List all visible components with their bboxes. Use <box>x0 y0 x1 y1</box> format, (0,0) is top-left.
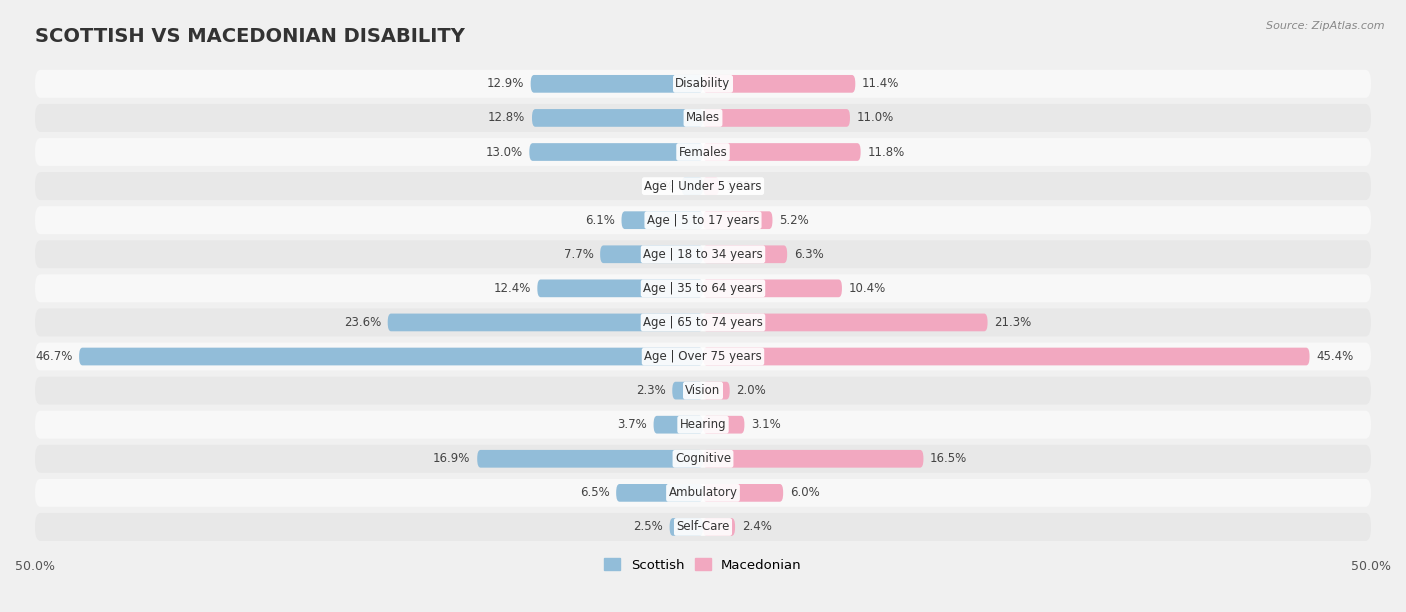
Legend: Scottish, Macedonian: Scottish, Macedonian <box>605 558 801 572</box>
Text: 11.8%: 11.8% <box>868 146 904 159</box>
Text: 16.5%: 16.5% <box>931 452 967 465</box>
FancyBboxPatch shape <box>703 245 787 263</box>
Text: 1.2%: 1.2% <box>725 179 755 193</box>
FancyBboxPatch shape <box>35 445 1371 472</box>
Text: Age | Under 5 years: Age | Under 5 years <box>644 179 762 193</box>
FancyBboxPatch shape <box>537 280 703 297</box>
Text: Age | 18 to 34 years: Age | 18 to 34 years <box>643 248 763 261</box>
FancyBboxPatch shape <box>530 75 703 92</box>
Text: Self-Care: Self-Care <box>676 520 730 534</box>
Text: Cognitive: Cognitive <box>675 452 731 465</box>
FancyBboxPatch shape <box>35 241 1371 268</box>
FancyBboxPatch shape <box>703 416 744 433</box>
FancyBboxPatch shape <box>35 104 1371 132</box>
Text: 11.0%: 11.0% <box>856 111 894 124</box>
Text: Ambulatory: Ambulatory <box>668 487 738 499</box>
Text: Age | 5 to 17 years: Age | 5 to 17 years <box>647 214 759 226</box>
FancyBboxPatch shape <box>703 484 783 502</box>
Text: Age | 65 to 74 years: Age | 65 to 74 years <box>643 316 763 329</box>
Text: 1.6%: 1.6% <box>645 179 675 193</box>
Text: Females: Females <box>679 146 727 159</box>
FancyBboxPatch shape <box>35 206 1371 234</box>
FancyBboxPatch shape <box>703 211 772 229</box>
Text: 6.1%: 6.1% <box>585 214 614 226</box>
FancyBboxPatch shape <box>616 484 703 502</box>
FancyBboxPatch shape <box>703 313 987 331</box>
FancyBboxPatch shape <box>703 177 718 195</box>
FancyBboxPatch shape <box>35 138 1371 166</box>
FancyBboxPatch shape <box>35 411 1371 439</box>
FancyBboxPatch shape <box>79 348 703 365</box>
FancyBboxPatch shape <box>35 308 1371 337</box>
Text: 2.3%: 2.3% <box>636 384 665 397</box>
FancyBboxPatch shape <box>621 211 703 229</box>
Text: 10.4%: 10.4% <box>849 282 886 295</box>
FancyBboxPatch shape <box>388 313 703 331</box>
Text: Vision: Vision <box>685 384 721 397</box>
Text: 7.7%: 7.7% <box>564 248 593 261</box>
Text: Hearing: Hearing <box>679 418 727 431</box>
FancyBboxPatch shape <box>654 416 703 433</box>
Text: 5.2%: 5.2% <box>779 214 808 226</box>
Text: Disability: Disability <box>675 77 731 91</box>
FancyBboxPatch shape <box>703 75 855 92</box>
FancyBboxPatch shape <box>703 109 851 127</box>
FancyBboxPatch shape <box>600 245 703 263</box>
FancyBboxPatch shape <box>35 343 1371 370</box>
Text: Source: ZipAtlas.com: Source: ZipAtlas.com <box>1267 21 1385 31</box>
FancyBboxPatch shape <box>672 382 703 400</box>
Text: 12.8%: 12.8% <box>488 111 526 124</box>
FancyBboxPatch shape <box>703 348 1309 365</box>
FancyBboxPatch shape <box>703 382 730 400</box>
Text: 23.6%: 23.6% <box>344 316 381 329</box>
FancyBboxPatch shape <box>703 518 735 536</box>
FancyBboxPatch shape <box>703 280 842 297</box>
FancyBboxPatch shape <box>35 172 1371 200</box>
FancyBboxPatch shape <box>669 518 703 536</box>
Text: 3.1%: 3.1% <box>751 418 780 431</box>
FancyBboxPatch shape <box>529 143 703 161</box>
FancyBboxPatch shape <box>531 109 703 127</box>
Text: 13.0%: 13.0% <box>485 146 523 159</box>
FancyBboxPatch shape <box>35 513 1371 541</box>
Text: 2.5%: 2.5% <box>633 520 662 534</box>
Text: 2.4%: 2.4% <box>742 520 772 534</box>
Text: 6.3%: 6.3% <box>794 248 824 261</box>
Text: Males: Males <box>686 111 720 124</box>
Text: 45.4%: 45.4% <box>1316 350 1354 363</box>
Text: 16.9%: 16.9% <box>433 452 471 465</box>
Text: 3.7%: 3.7% <box>617 418 647 431</box>
FancyBboxPatch shape <box>682 177 703 195</box>
Text: SCOTTISH VS MACEDONIAN DISABILITY: SCOTTISH VS MACEDONIAN DISABILITY <box>35 28 465 47</box>
Text: 2.0%: 2.0% <box>737 384 766 397</box>
Text: 46.7%: 46.7% <box>35 350 72 363</box>
Text: Age | 35 to 64 years: Age | 35 to 64 years <box>643 282 763 295</box>
FancyBboxPatch shape <box>477 450 703 468</box>
FancyBboxPatch shape <box>703 450 924 468</box>
Text: Age | Over 75 years: Age | Over 75 years <box>644 350 762 363</box>
Text: 6.5%: 6.5% <box>579 487 609 499</box>
Text: 12.9%: 12.9% <box>486 77 524 91</box>
FancyBboxPatch shape <box>35 479 1371 507</box>
Text: 21.3%: 21.3% <box>994 316 1032 329</box>
FancyBboxPatch shape <box>35 274 1371 302</box>
FancyBboxPatch shape <box>35 376 1371 405</box>
Text: 11.4%: 11.4% <box>862 77 900 91</box>
Text: 12.4%: 12.4% <box>494 282 530 295</box>
FancyBboxPatch shape <box>703 143 860 161</box>
FancyBboxPatch shape <box>35 70 1371 98</box>
Text: 6.0%: 6.0% <box>790 487 820 499</box>
